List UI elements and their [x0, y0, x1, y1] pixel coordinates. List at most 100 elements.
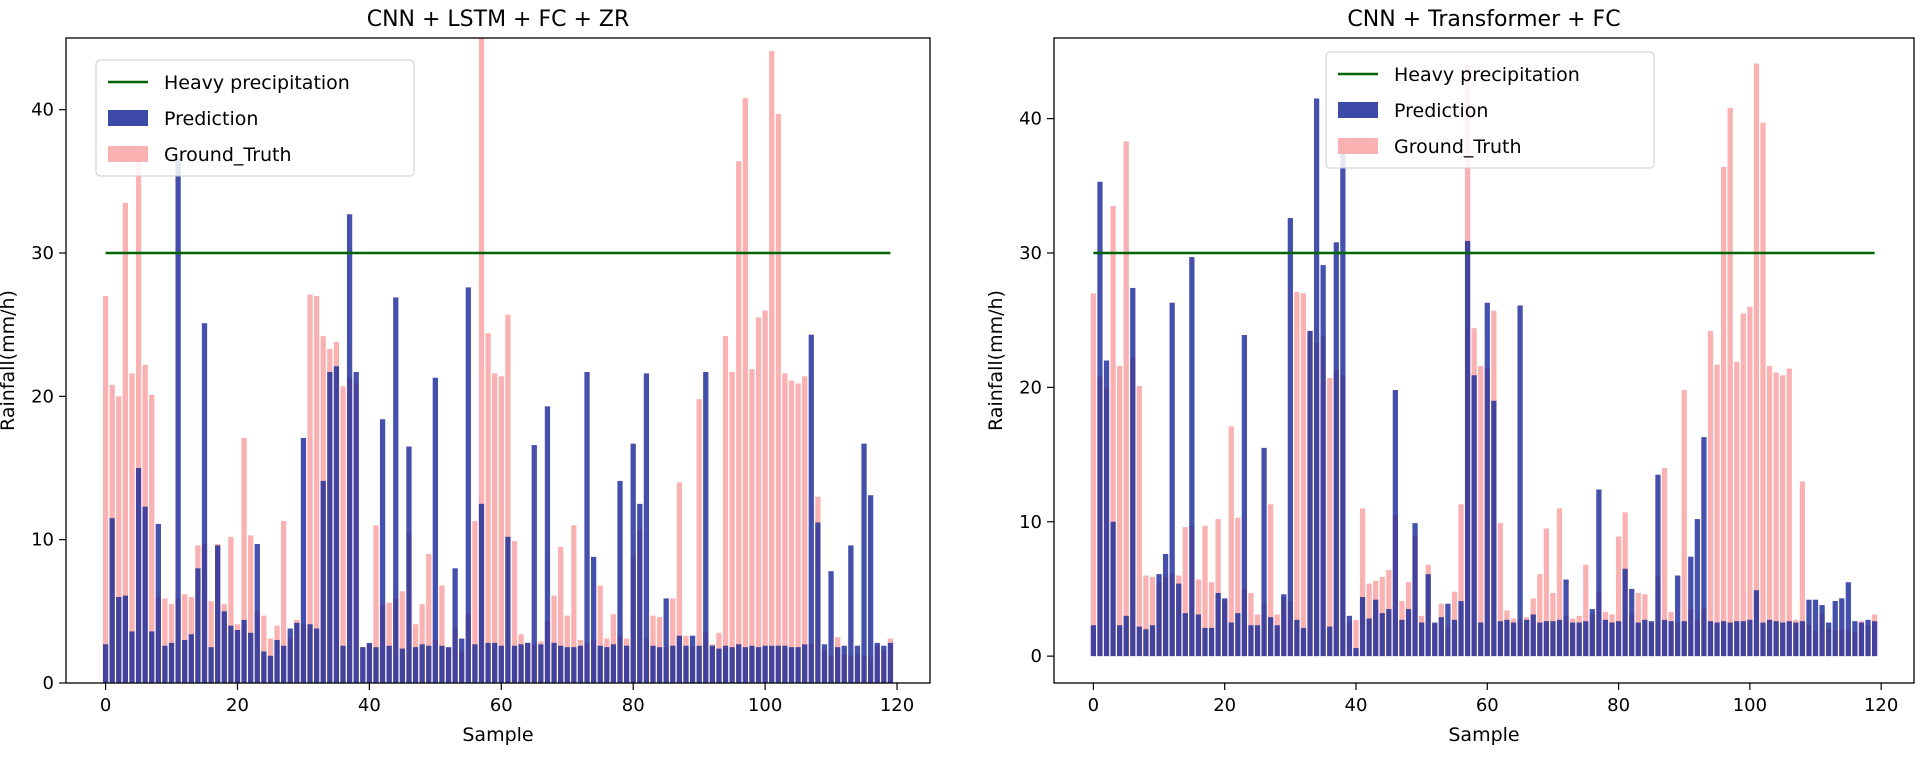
- y-tick-label: 10: [1019, 512, 1042, 533]
- prediction-bar: [1629, 588, 1635, 657]
- prediction-bar: [1589, 609, 1595, 657]
- prediction-bar: [1222, 598, 1228, 657]
- prediction-bar: [1504, 619, 1510, 657]
- prediction-bar: [333, 366, 340, 683]
- prediction-bar: [887, 642, 894, 683]
- prediction-bar: [1661, 619, 1668, 657]
- prediction-bar: [188, 634, 194, 683]
- prediction-bar: [102, 644, 109, 683]
- legend-label: Heavy precipitation: [164, 72, 350, 94]
- y-axis-label: Rainfall(mm/h): [985, 290, 1007, 431]
- prediction-bar: [505, 536, 511, 683]
- ground-truth-bar: [1747, 306, 1753, 657]
- x-tick-label: 40: [358, 695, 381, 716]
- prediction-bar: [538, 644, 544, 683]
- prediction-bar: [1517, 305, 1523, 657]
- prediction-bar: [1425, 574, 1431, 657]
- prediction-bar: [1373, 599, 1379, 657]
- prediction-bar: [340, 645, 346, 683]
- ground-truth-bar: [373, 525, 379, 683]
- ground-truth-bar: [670, 598, 676, 683]
- prediction-bar: [1714, 622, 1720, 657]
- prediction-bar: [709, 645, 715, 683]
- ground-truth-bar: [208, 601, 214, 683]
- ground-truth-bar: [1740, 313, 1746, 657]
- prediction-bar: [1596, 489, 1602, 657]
- prediction-bar: [775, 645, 781, 683]
- prediction-bar: [459, 638, 465, 683]
- prediction-bar: [729, 647, 735, 683]
- prediction-bar: [1451, 619, 1458, 657]
- prediction-bar: [788, 647, 795, 683]
- prediction-bar: [1090, 625, 1097, 657]
- prediction-bar: [703, 371, 709, 683]
- plot-frame: [65, 37, 931, 684]
- prediction-bar: [1871, 621, 1878, 657]
- prediction-bar: [511, 645, 518, 683]
- prediction-bar: [650, 645, 656, 683]
- prediction-bar: [531, 445, 537, 683]
- ground-truth-bar: [386, 602, 392, 683]
- prediction-bar: [1701, 437, 1707, 657]
- prediction-bar: [854, 645, 861, 683]
- prediction-bar: [1681, 621, 1687, 657]
- ground-truth-bar: [1720, 167, 1727, 657]
- prediction-bar: [1300, 627, 1307, 657]
- ground-truth-bar: [1327, 377, 1333, 657]
- y-tick-label: 40: [1019, 109, 1042, 130]
- y-tick-label: 0: [43, 673, 54, 694]
- prediction-bar: [1399, 619, 1405, 657]
- ground-truth-bar: [116, 396, 122, 683]
- prediction-bar: [802, 644, 808, 683]
- ground-truth-bar: [1235, 517, 1241, 657]
- prediction-bar: [815, 522, 821, 683]
- prediction-bar: [267, 655, 274, 683]
- prediction-bar: [881, 645, 887, 683]
- legend-box: [95, 59, 415, 177]
- prediction-bar: [412, 647, 419, 683]
- ground-truth-bar: [1294, 291, 1300, 657]
- prediction-bar: [1123, 615, 1129, 657]
- prediction-bar: [1281, 594, 1287, 657]
- prediction-bar: [1386, 609, 1392, 657]
- prediction-bar: [109, 518, 115, 683]
- prediction-bar: [294, 622, 300, 683]
- prediction-bar: [1753, 590, 1760, 657]
- prediction-bar: [1359, 597, 1366, 657]
- prediction-bar: [1622, 568, 1628, 657]
- prediction-bar: [393, 297, 399, 683]
- ground-truth-bar: [162, 598, 168, 683]
- prediction-bar: [1117, 625, 1123, 657]
- prediction-bar: [1379, 613, 1385, 657]
- prediction-bar: [1826, 622, 1832, 657]
- prediction-bar: [485, 642, 491, 683]
- prediction-bar: [373, 647, 379, 683]
- ground-truth-bar: [261, 615, 267, 683]
- prediction-bar: [1806, 599, 1812, 657]
- ground-truth-bar: [736, 161, 742, 683]
- prediction-bar: [478, 503, 485, 683]
- prediction-bar: [1366, 618, 1372, 657]
- prediction-bar: [1780, 622, 1786, 657]
- ground-truth-bar: [1202, 525, 1208, 657]
- prediction-bar: [1773, 621, 1779, 657]
- prediction-bar: [1333, 242, 1339, 657]
- prediction-bar: [1182, 613, 1188, 657]
- chart-title: CNN + Transformer + FC: [1347, 7, 1620, 32]
- prediction-bar: [195, 568, 201, 683]
- prediction-bar: [1799, 621, 1806, 657]
- prediction-bar: [1235, 613, 1241, 657]
- ground-truth-bar: [1773, 372, 1779, 657]
- prediction-bar: [360, 647, 366, 683]
- ground-truth-bar: [788, 380, 795, 683]
- ground-truth-bar: [571, 525, 577, 683]
- ground-truth-bar: [498, 376, 504, 683]
- prediction-bar: [399, 648, 406, 683]
- prediction-bar: [1556, 619, 1563, 657]
- y-axis: 0 10 20 30 40: [1019, 109, 1054, 667]
- ground-truth-bar: [1359, 508, 1366, 657]
- prediction-bar: [808, 334, 814, 683]
- prediction-bar: [584, 371, 590, 683]
- ground-truth-bar: [1300, 293, 1307, 657]
